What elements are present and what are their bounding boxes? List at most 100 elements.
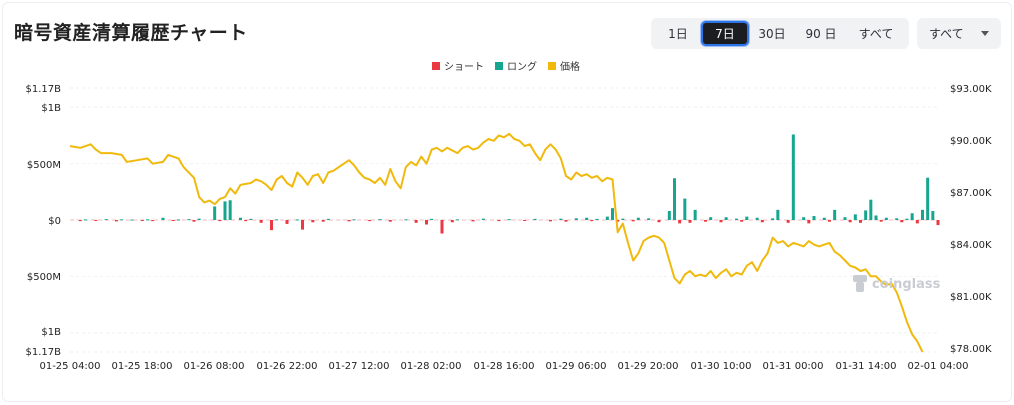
long-liquidation-bar — [874, 215, 878, 220]
short-liquidation-bar — [450, 220, 454, 223]
long-liquidation-bar — [481, 218, 485, 220]
long-liquidation-bar — [910, 213, 914, 220]
x-tick-label: 01-31 00:00 — [762, 361, 823, 372]
left-tick-label: $500M — [27, 160, 61, 171]
long-liquidation-bar — [326, 218, 330, 220]
chevron-down-icon — [981, 31, 989, 36]
short-liquidation-bar — [425, 220, 428, 225]
short-liquidation-bar — [900, 220, 904, 223]
coin-select-dropdown[interactable]: すべて — [917, 18, 1001, 49]
page-title: 暗号資産清算履歴チャート — [14, 22, 248, 44]
long-bars — [84, 134, 935, 221]
legend-label-short: ショート — [444, 62, 484, 73]
short-liquidation-bar — [218, 220, 222, 222]
long-liquidation-bar — [771, 218, 775, 220]
short-liquidation-bar — [497, 220, 501, 222]
range-button-all[interactable]: すべて — [858, 27, 894, 41]
long-liquidation-bar — [755, 217, 759, 220]
left-tick-label: $500M — [27, 272, 61, 283]
long-liquidation-bar — [921, 209, 924, 220]
short-liquidation-bar — [564, 220, 568, 222]
short-liquidation-bar — [848, 220, 852, 223]
long-liquidation-bar — [120, 219, 124, 221]
short-liquidation-bar — [719, 220, 723, 223]
legend-label-price: 価格 — [560, 60, 580, 73]
left-axis: $1.17B $1B $500M $0 $500M $1B $1.17B — [26, 84, 62, 358]
long-liquidation-bar — [735, 218, 738, 220]
long-liquidation-bar — [223, 201, 227, 220]
long-liquidation-bar — [177, 219, 180, 221]
long-liquidation-bar — [275, 219, 279, 221]
long-liquidation-bar — [812, 216, 816, 220]
x-tick-label: 01-28 02:00 — [400, 361, 461, 372]
long-liquidation-bar — [585, 217, 589, 220]
short-liquidation-bar — [471, 220, 475, 222]
long-liquidation-bar — [667, 210, 671, 220]
x-tick-label: 01-28 16:00 — [473, 361, 534, 372]
long-liquidation-bar — [352, 219, 356, 221]
left-tick-label: $1B — [41, 327, 61, 338]
short-liquidation-bar — [523, 220, 527, 221]
short-liquidation-bar — [616, 220, 620, 222]
left-tick-label: $1B — [41, 103, 61, 114]
short-liquidation-bar — [440, 220, 444, 234]
short-liquidation-bar — [347, 220, 351, 222]
long-liquidation-bar — [197, 218, 201, 220]
long-liquidation-bar — [791, 134, 795, 220]
x-tick-label: 01-27 12:00 — [328, 361, 389, 372]
short-liquidation-bar — [590, 220, 594, 222]
range-button-1d[interactable]: 1日 — [668, 27, 688, 41]
short-liquidation-bar — [657, 220, 661, 223]
long-liquidation-bar — [709, 217, 713, 220]
long-liquidation-bar — [833, 209, 837, 220]
long-liquidation-bar — [636, 217, 640, 220]
short-liquidation-bar — [786, 220, 790, 223]
long-liquidation-bar — [249, 218, 253, 220]
long-liquidation-bar — [130, 219, 134, 221]
long-liquidation-bar — [104, 219, 108, 221]
long-liquidation-bar — [213, 206, 217, 220]
short-liquidation-bar — [414, 220, 418, 223]
long-liquidation-bar — [864, 210, 868, 220]
short-liquidation-bar — [688, 220, 692, 223]
short-liquidation-bar — [151, 220, 155, 222]
long-liquidation-bar — [187, 219, 191, 221]
short-liquidation-bar — [388, 220, 392, 222]
short-liquidation-bar — [936, 220, 940, 226]
long-liquidation-bar — [84, 219, 87, 221]
long-liquidation-bar — [926, 177, 930, 220]
legend-swatch-short — [432, 62, 440, 70]
x-tick-label: 01-26 08:00 — [183, 361, 244, 372]
long-liquidation-bar — [724, 217, 728, 220]
long-liquidation-bar — [378, 219, 382, 221]
short-liquidation-bar — [311, 220, 315, 223]
long-liquidation-bar — [895, 218, 899, 220]
right-axis: $93.00K $90.00K $87.00K $84.00K $81.00K … — [950, 84, 992, 355]
long-liquidation-bar — [456, 219, 459, 221]
long-liquidation-bar — [295, 219, 299, 221]
x-tick-label: 01-31 14:00 — [835, 361, 896, 372]
short-liquidation-bar — [368, 220, 372, 222]
short-liquidation-bar — [140, 220, 144, 221]
right-tick-label: $90.00K — [950, 136, 992, 147]
short-liquidation-bar — [760, 220, 764, 223]
watermark-text: coinglass — [872, 277, 941, 292]
range-button-30d[interactable]: 30日 — [758, 27, 786, 41]
long-liquidation-bar — [693, 209, 697, 220]
range-button-7d[interactable]: 7日 — [701, 21, 749, 46]
long-liquidation-bar — [430, 218, 434, 220]
long-liquidation-bar — [853, 214, 857, 220]
short-liquidation-bar — [678, 220, 682, 224]
short-bars — [78, 220, 940, 234]
short-liquidation-bar — [740, 220, 744, 222]
long-liquidation-bar — [404, 219, 408, 221]
range-button-90d[interactable]: 90 日 — [805, 27, 837, 41]
short-liquidation-bar — [285, 220, 289, 224]
long-liquidation-bar — [239, 217, 242, 220]
short-liquidation-bar — [270, 220, 273, 231]
long-liquidation-bar — [228, 200, 232, 220]
long-liquidation-bar — [559, 218, 563, 220]
short-liquidation-bar — [631, 220, 635, 222]
legend-swatch-price — [548, 62, 556, 70]
